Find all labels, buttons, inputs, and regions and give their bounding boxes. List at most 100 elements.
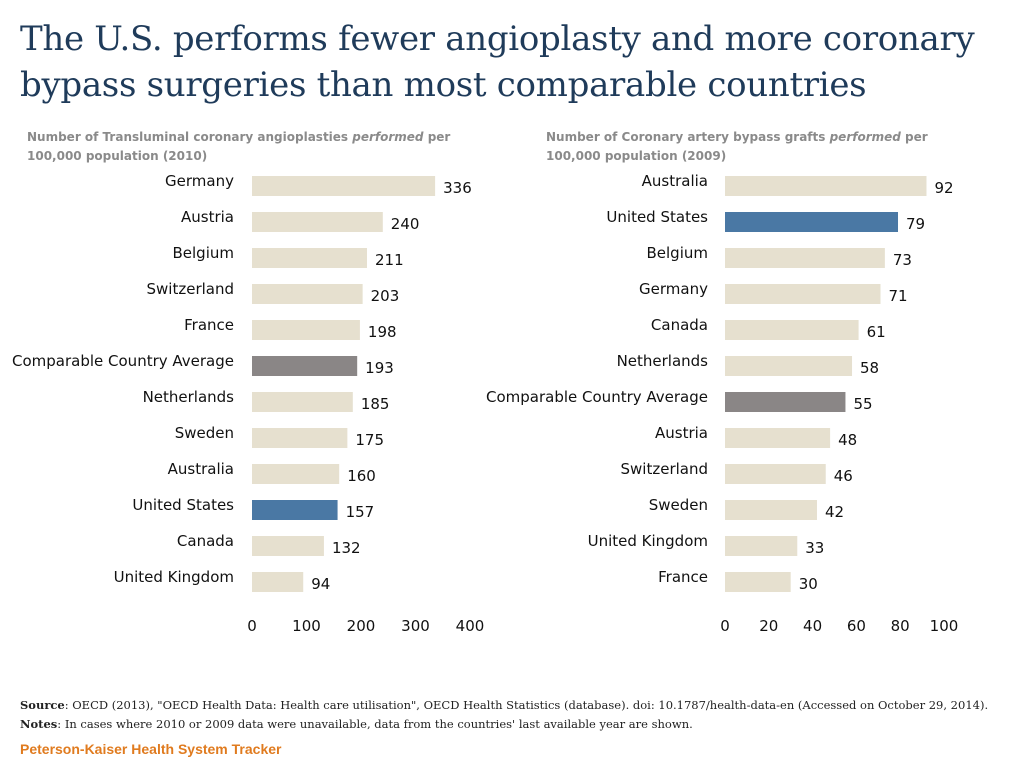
angioplasty-x-tick-label: 200 [347, 617, 376, 635]
angioplasty-value-label: 157 [346, 503, 375, 521]
bypass-x-tick-label: 100 [930, 617, 959, 635]
angioplasty-bar [252, 536, 324, 556]
source-label: Source [20, 698, 65, 712]
left-subtitle-text: Number of Transluminal coronary angiopla… [27, 130, 353, 144]
source-text: : OECD (2013), "OECD Health Data: Health… [64, 698, 989, 712]
angioplasty-category-label: United Kingdom [114, 568, 234, 586]
bypass-value-label: 58 [860, 359, 879, 377]
bypass-bar [725, 284, 881, 304]
bypass-bar [725, 392, 846, 412]
bypass-category-label: Canada [651, 316, 708, 334]
angioplasty-category-label: France [184, 316, 234, 334]
angioplasty-bar [252, 212, 383, 232]
bypass-bar-chart: Australia 92 United States 79 Belgium 73 Germa… [486, 172, 959, 635]
bypass-value-label: 92 [934, 179, 953, 197]
bypass-category-label: Australia [642, 172, 708, 190]
angioplasty-value-label: 336 [443, 179, 472, 197]
angioplasty-bar [252, 320, 360, 340]
bypass-x-tick-label: 20 [759, 617, 778, 635]
angioplasty-bar [252, 284, 363, 304]
angioplasty-value-label: 211 [375, 251, 404, 269]
bypass-value-label: 61 [867, 323, 886, 341]
notes-label: Notes [20, 717, 58, 731]
bypass-category-label: Comparable Country Average [486, 388, 708, 406]
left-chart-subtitle: Number of Transluminal coronary angiopla… [27, 128, 467, 166]
bypass-category-label: Switzerland [621, 460, 709, 478]
angioplasty-bar [252, 392, 353, 412]
angioplasty-bar [252, 428, 348, 448]
angioplasty-category-label: Germany [165, 172, 234, 190]
bypass-category-label: Netherlands [617, 352, 709, 370]
bypass-value-label: 46 [834, 467, 853, 485]
angioplasty-bar [252, 464, 340, 484]
bypass-value-label: 55 [853, 395, 872, 413]
bypass-bar [725, 428, 831, 448]
source-notes: Source: OECD (2013), "OECD Health Data: … [20, 696, 1010, 734]
angioplasty-category-label: Comparable Country Average [12, 352, 234, 370]
angioplasty-category-label: Sweden [175, 424, 234, 442]
brand-logo-text: Peterson-Kaiser Health System Tracker [20, 741, 282, 757]
angioplasty-x-tick-label: 400 [456, 617, 485, 635]
bypass-category-label: United Kingdom [588, 532, 708, 550]
angioplasty-bar [252, 356, 358, 376]
angioplasty-x-tick-label: 100 [292, 617, 321, 635]
angioplasty-bar-chart: Germany 336 Austria 240 Belgium 211 Switzerlan… [12, 172, 485, 635]
bypass-x-tick-label: 0 [720, 617, 730, 635]
angioplasty-value-label: 175 [355, 431, 384, 449]
right-chart-subtitle: Number of Coronary artery bypass grafts … [546, 128, 986, 166]
angioplasty-x-tick-label: 0 [247, 617, 257, 635]
angioplasty-value-label: 203 [371, 287, 400, 305]
bypass-value-label: 48 [838, 431, 857, 449]
angioplasty-value-label: 240 [391, 215, 420, 233]
right-subtitle-text: Number of Coronary artery bypass grafts [546, 130, 830, 144]
angioplasty-bar [252, 572, 304, 592]
angioplasty-category-label: Netherlands [143, 388, 235, 406]
angioplasty-bar [252, 248, 367, 268]
bypass-value-label: 79 [906, 215, 925, 233]
bypass-value-label: 30 [799, 575, 818, 593]
bypass-bar [725, 320, 859, 340]
angioplasty-bar [252, 500, 338, 520]
bypass-category-label: Belgium [647, 244, 709, 262]
bypass-bar [725, 464, 826, 484]
bypass-bar [725, 248, 885, 268]
angioplasty-category-label: Belgium [173, 244, 235, 262]
angioplasty-value-label: 94 [311, 575, 330, 593]
angioplasty-category-label: Australia [168, 460, 234, 478]
left-subtitle-text-end: per 100,000 population (2010) [27, 130, 451, 163]
angioplasty-value-label: 160 [347, 467, 376, 485]
angioplasty-value-label: 193 [365, 359, 394, 377]
bypass-x-tick-label: 80 [891, 617, 910, 635]
bypass-value-label: 71 [888, 287, 907, 305]
notes-text: : In cases where 2010 or 2009 data were … [57, 717, 693, 731]
bypass-category-label: United States [606, 208, 708, 226]
bypass-x-tick-label: 60 [847, 617, 866, 635]
bypass-value-label: 33 [805, 539, 824, 557]
angioplasty-x-tick-label: 300 [401, 617, 430, 635]
bypass-category-label: Austria [655, 424, 708, 442]
right-subtitle-emphasis: performed [829, 130, 901, 144]
bypass-category-label: Germany [639, 280, 708, 298]
bypass-bar [725, 356, 853, 376]
angioplasty-category-label: Canada [177, 532, 234, 550]
angioplasty-value-label: 132 [332, 539, 361, 557]
angioplasty-value-label: 185 [361, 395, 390, 413]
bypass-category-label: France [658, 568, 708, 586]
bypass-bar [725, 500, 817, 520]
bypass-value-label: 42 [825, 503, 844, 521]
right-subtitle-text-end: per 100,000 population (2009) [546, 130, 928, 163]
bypass-bar [725, 212, 899, 232]
bypass-x-tick-label: 40 [803, 617, 822, 635]
left-subtitle-emphasis: performed [352, 130, 424, 144]
bypass-category-label: Sweden [649, 496, 708, 514]
angioplasty-bar [252, 176, 436, 196]
page-title: The U.S. performs fewer angioplasty and … [20, 19, 975, 105]
angioplasty-category-label: Austria [181, 208, 234, 226]
bypass-bar [725, 176, 927, 196]
bypass-value-label: 73 [893, 251, 912, 269]
bypass-bar [725, 572, 791, 592]
angioplasty-category-label: United States [132, 496, 234, 514]
bypass-bar [725, 536, 798, 556]
angioplasty-category-label: Switzerland [147, 280, 235, 298]
angioplasty-value-label: 198 [368, 323, 397, 341]
